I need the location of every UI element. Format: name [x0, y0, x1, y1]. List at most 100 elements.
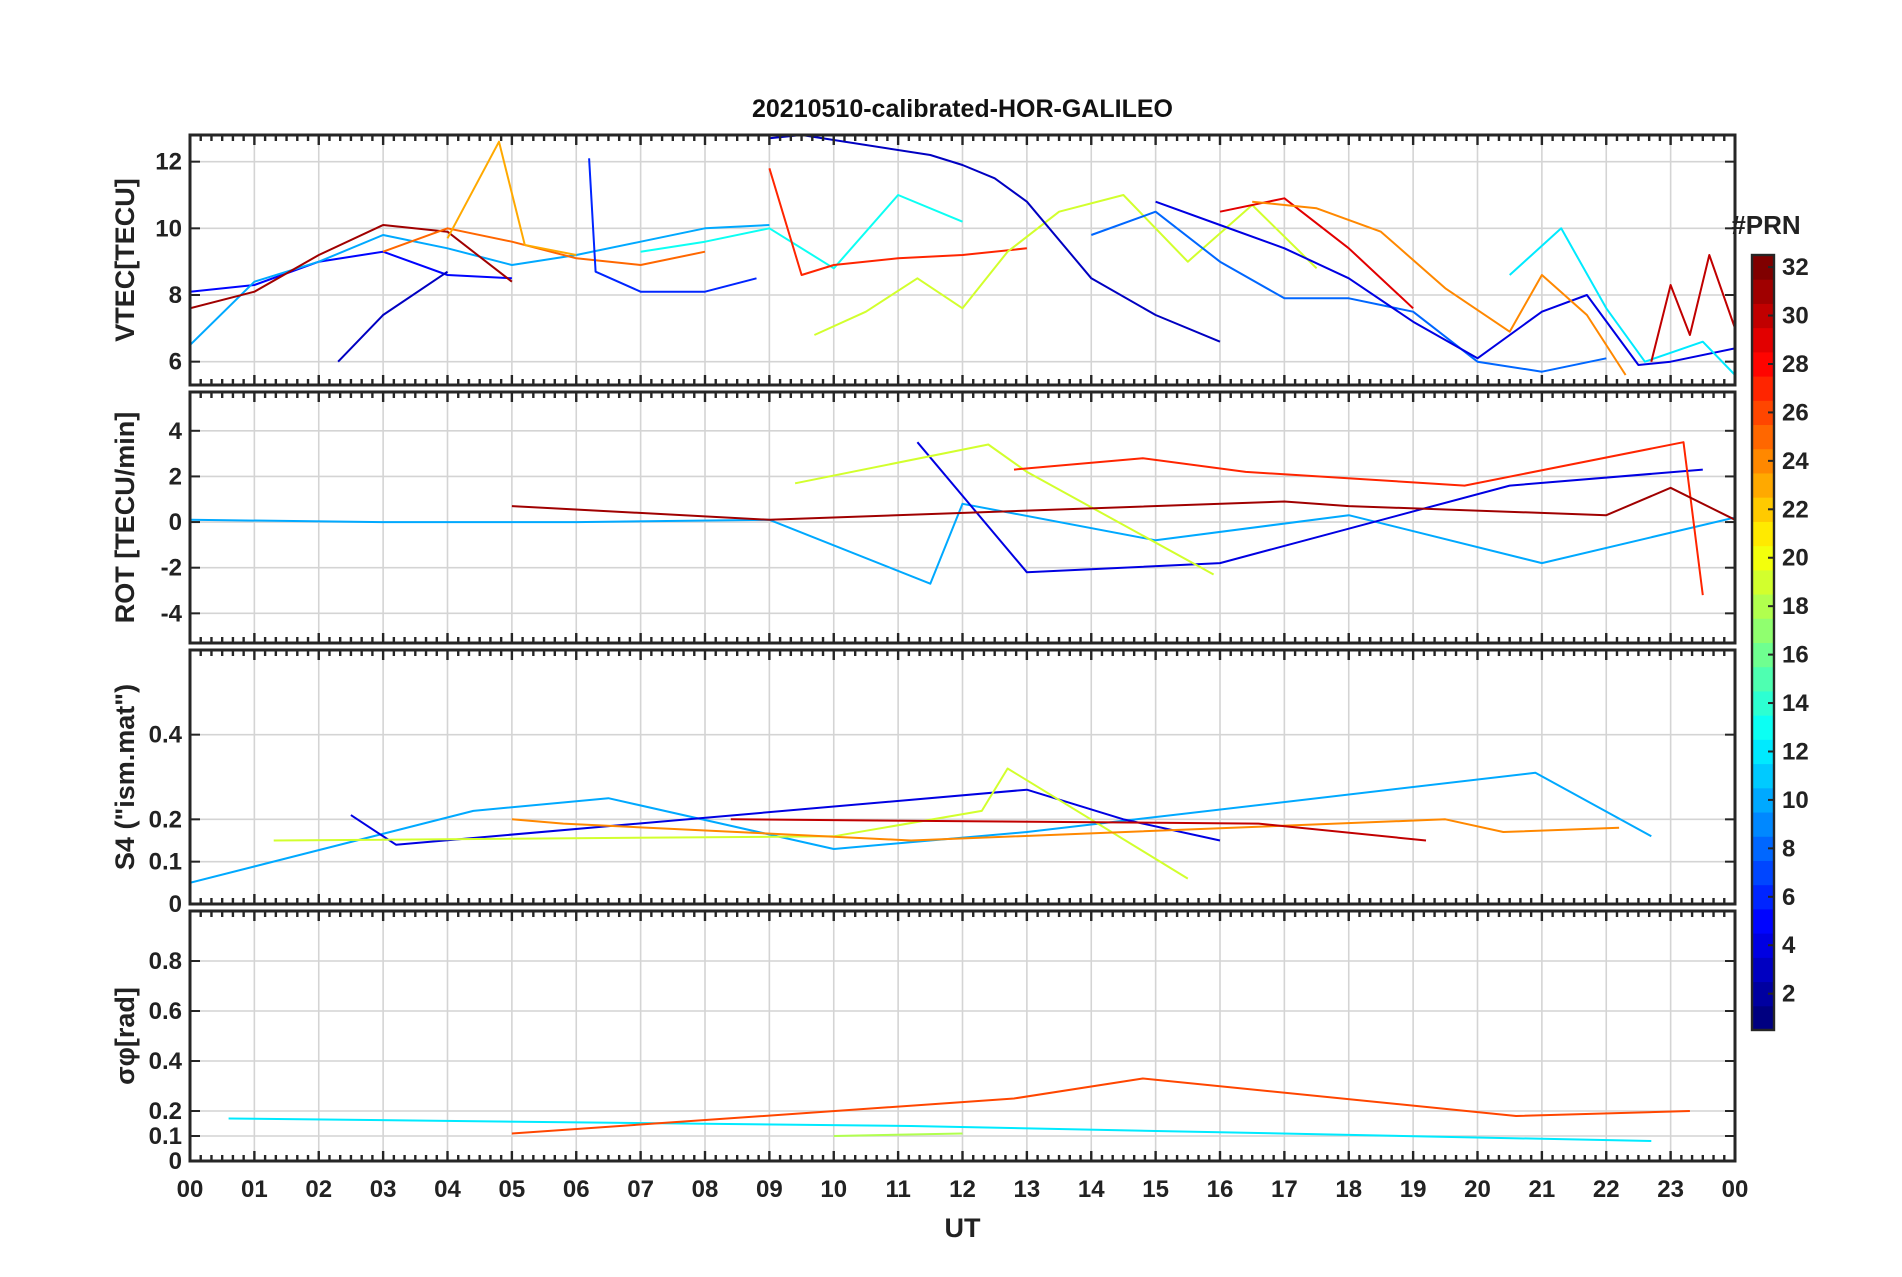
y-tick-label: 0.6: [149, 998, 182, 1025]
y-tick-label: -2: [161, 555, 182, 582]
colorbar-swatch: [1752, 715, 1774, 740]
colorbar-tick-label: 14: [1782, 690, 1809, 717]
y-axis-label-vtec: VTEC[TECU]: [110, 178, 140, 342]
colorbar-swatch: [1752, 424, 1774, 450]
x-tick-label: 12: [949, 1176, 976, 1203]
y-tick-label: 4: [169, 418, 183, 445]
colorbar-swatch: [1752, 642, 1774, 668]
x-tick-label: 09: [756, 1176, 783, 1203]
colorbar-swatch: [1752, 739, 1774, 765]
series-prn-10-line: [190, 502, 1735, 585]
x-tick-label: 06: [563, 1176, 590, 1203]
series-prn-6-line: [588, 158, 757, 293]
series-prn-30-line: [1650, 254, 1735, 362]
series-prn-24-line: [1252, 200, 1627, 376]
y-tick-label: 10: [155, 215, 182, 242]
series-prn-4-line: [916, 441, 1703, 574]
y-tick-label: 0: [169, 891, 182, 918]
colorbar-swatch: [1752, 327, 1774, 353]
colorbar-swatch: [1752, 279, 1774, 304]
colorbar-swatch: [1752, 836, 1774, 861]
series-prn-29-line: [1219, 197, 1414, 310]
colorbar-swatch: [1752, 812, 1774, 837]
y-tick-label: 0.2: [149, 1098, 182, 1125]
colorbar-swatch: [1752, 376, 1774, 401]
x-tick-label: 13: [1014, 1176, 1041, 1203]
x-tick-label: 19: [1400, 1176, 1427, 1203]
x-tick-label: 10: [820, 1176, 847, 1203]
colorbar-tick-label: 20: [1782, 545, 1809, 572]
series-prn-19-line: [273, 767, 1189, 880]
x-tick-label: 11: [885, 1176, 910, 1203]
series-prn-5-line: [190, 250, 512, 293]
colorbar-tick-label: 4: [1782, 932, 1796, 959]
series-prn-18-line: [833, 1132, 963, 1137]
colorbar-tick-label: 16: [1782, 642, 1809, 669]
y-tick-label: 0.4: [149, 722, 183, 749]
series-prn-4-line: [350, 788, 1221, 846]
y-tick-label: 0.1: [149, 1123, 182, 1150]
y-tick-label: 2: [169, 463, 182, 490]
colorbar-tick-label: 26: [1782, 399, 1809, 426]
colorbar-frame: [1750, 253, 1776, 1032]
y-tick-label: 0.4: [149, 1048, 183, 1075]
series-prn-31-line: [511, 486, 1735, 521]
colorbar-swatch: [1752, 1005, 1774, 1031]
series-prn-3-line: [769, 135, 1221, 343]
colorbar-swatch: [1752, 448, 1774, 474]
series-prn-8-line: [1090, 210, 1607, 373]
x-tick-label: 22: [1593, 1176, 1620, 1203]
colorbar-swatch: [1752, 521, 1774, 547]
series-prn-12-line: [228, 1117, 1652, 1142]
y-tick-label: 0: [169, 509, 182, 536]
x-tick-label: 00: [177, 1176, 204, 1203]
colorbar-swatch: [1752, 351, 1774, 377]
colorbar-swatch: [1752, 618, 1774, 643]
x-tick-label: 04: [434, 1176, 461, 1203]
series-prn-12-line: [1509, 227, 1735, 376]
colorbar-swatch: [1752, 303, 1774, 329]
colorbar-swatch: [1752, 884, 1774, 910]
y-axis-label-s4: S4 ("ism.mat"): [110, 684, 140, 870]
x-tick-label: 14: [1078, 1176, 1105, 1203]
x-tick-label: 05: [499, 1176, 526, 1203]
y-tick-label: 6: [169, 349, 182, 376]
series-prn-4-line: [1155, 200, 1735, 366]
series-prn-24-line: [511, 818, 1620, 842]
colorbar-swatch: [1752, 787, 1774, 813]
y-tick-label: 8: [169, 282, 182, 309]
y-tick-label: 0.1: [149, 849, 182, 876]
colorbar-tick-label: 12: [1782, 738, 1809, 765]
colorbar-tick-label: 30: [1782, 303, 1809, 330]
series-prn-30-line: [730, 818, 1427, 842]
y-tick-label: 0.8: [149, 948, 182, 975]
chart-title: 20210510-calibrated-HOR-GALILEO: [752, 95, 1173, 123]
x-tick-label: 21: [1529, 1176, 1556, 1203]
x-tick-label: 00: [1722, 1176, 1749, 1203]
colorbar-tick-label: 18: [1782, 593, 1809, 620]
series-prn-31-line: [190, 224, 513, 310]
x-tick-label: 17: [1271, 1176, 1298, 1203]
colorbar-swatch: [1752, 860, 1774, 886]
colorbar-swatch: [1752, 763, 1774, 789]
x-tick-label: 16: [1207, 1176, 1234, 1203]
colorbar-tick-label: 22: [1782, 496, 1809, 523]
y-tick-label: -4: [161, 600, 183, 627]
x-tick-label: 23: [1657, 1176, 1684, 1203]
x-tick-label: 08: [692, 1176, 719, 1203]
colorbar-tick-label: 2: [1782, 981, 1795, 1008]
colorbar-tick-label: 6: [1782, 884, 1795, 911]
colorbar-swatch: [1752, 497, 1774, 522]
series-prn-19-line: [813, 194, 1318, 336]
colorbar-tick-label: 8: [1782, 835, 1795, 862]
series-prn-27-line: [1013, 441, 1704, 596]
series-prn-27-line: [768, 168, 1028, 276]
colorbar-label: #PRN: [1731, 210, 1800, 240]
x-tick-label: 03: [370, 1176, 397, 1203]
colorbar-swatch: [1752, 908, 1774, 934]
series-prn-19-line: [794, 443, 1215, 576]
colorbar-swatch: [1752, 690, 1774, 716]
y-axis-label-sigphi: σφ[rad]: [110, 987, 140, 1085]
